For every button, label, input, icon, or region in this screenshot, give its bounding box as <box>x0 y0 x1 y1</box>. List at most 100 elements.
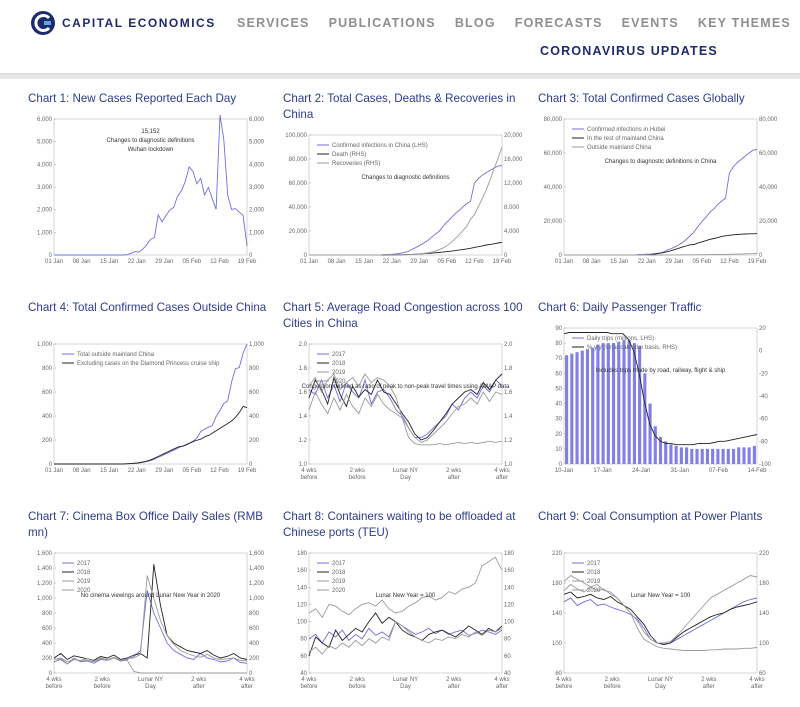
x-tick-label: before <box>300 684 318 690</box>
nav-blog[interactable]: BLOG <box>454 16 496 30</box>
chart-annotation: Lunar New Year = 100 <box>376 593 436 599</box>
y-tick-label-left: 0 <box>49 462 53 468</box>
y-tick-label-left: 100 <box>297 620 308 626</box>
x-tick-label: 4 wks <box>749 677 764 683</box>
bar <box>731 448 736 464</box>
chart-plot: 0 200 400 600 800 1,000 1,200 1,400 1,600 0 200 400… <box>28 547 273 699</box>
y-tick-label-left: 70 <box>555 356 562 362</box>
x-tick-label: 14-Feb <box>747 468 767 474</box>
nav-key-themes[interactable]: KEY THEMES <box>697 16 791 30</box>
x-tick-label: 19 Feb <box>238 468 257 474</box>
bar <box>617 341 621 464</box>
legend-label: 2019 <box>332 579 346 585</box>
x-tick-label: before <box>300 475 318 481</box>
series-line <box>54 114 248 256</box>
y-tick-label-left: 100,000 <box>285 133 307 139</box>
y-tick-label-left: 140 <box>297 585 308 591</box>
nav-coronavirus-updates[interactable]: CORONAVIRUS UPDATES <box>540 44 718 58</box>
x-tick-label: before <box>94 684 112 690</box>
x-tick-label: after <box>703 684 715 690</box>
x-tick-label: 08 Jan <box>583 259 601 265</box>
bar <box>606 343 610 464</box>
y-tick-label-left: 800 <box>42 611 53 617</box>
y-tick-label-left: 1,200 <box>37 581 53 587</box>
y-tick-label-right: 800 <box>249 366 260 372</box>
bar <box>596 344 600 464</box>
y-tick-label-left: 0 <box>559 462 563 468</box>
x-tick-label: 4 wks <box>494 468 509 474</box>
chart-annotation: Changes to diagnostic definitions in Chi… <box>605 159 717 165</box>
series-line <box>563 574 758 651</box>
y-tick-label-right: 20 <box>759 326 766 332</box>
bar <box>700 448 704 464</box>
chart-plot: 60 100 140 180 220 60 100 140 180 220 4 wks before 2… <box>538 547 783 699</box>
series-line <box>564 252 758 256</box>
y-tick-label-left: 1,000 <box>37 230 53 236</box>
y-tick-label-left: 1.6 <box>299 390 308 396</box>
y-tick-label-right: 40,000 <box>759 185 778 191</box>
legend-label: 2017 <box>587 561 601 567</box>
y-tick-label-left: 40 <box>555 402 562 408</box>
bar <box>737 447 741 464</box>
chart-svg: 1.0 1.2 1.4 1.6 1.8 2.0 1.0 1.2 1.4 1.6 1.8 2.0 4 wk… <box>299 342 513 481</box>
x-tick-label: 10-Jan <box>555 468 573 474</box>
x-tick-label: Day <box>400 684 411 690</box>
chart-card-2: Chart 2: Total Cases, Deaths & Recoverie… <box>283 91 528 286</box>
chart-title: Chart 1: New Cases Reported Each Day <box>28 92 237 105</box>
x-tick-label: 05 Feb <box>438 259 457 265</box>
y-tick-label-left: 0 <box>559 253 563 259</box>
y-tick-label-right: 1.6 <box>504 390 513 396</box>
logo-c-icon <box>30 10 56 36</box>
y-tick-label-right: 0 <box>249 253 253 259</box>
chart-title: Chart 2: Total Cases, Deaths & Recoverie… <box>283 92 516 121</box>
x-tick-label: 05 Feb <box>183 468 202 474</box>
x-tick-label: after <box>241 684 253 690</box>
y-tick-label-left: 100 <box>552 641 563 647</box>
bar <box>690 448 694 464</box>
y-tick-label-left: 400 <box>42 414 53 420</box>
y-tick-label-left: 0 <box>49 253 53 259</box>
chart-plot: 0 20,000 40,000 60,000 80,000 0 20,000 40,000 60… <box>538 113 783 281</box>
nav-events[interactable]: EVENTS <box>621 16 679 30</box>
chart-title: Chart 4: Total Confirmed Cases Outside C… <box>28 301 267 314</box>
legend-label: 2020 <box>332 588 346 594</box>
series-line <box>563 597 758 645</box>
y-tick-label-right: 2,000 <box>249 208 265 214</box>
y-tick-label-left: 40 <box>300 671 307 677</box>
chart-plot: 0 1,000 2,000 3,000 4,000 5,000 6,000 0 1,000 2,0… <box>28 113 273 281</box>
brand-logo[interactable]: CAPITAL ECONOMICS <box>30 10 216 36</box>
bar <box>721 448 725 464</box>
legend-label: 2018 <box>332 570 346 576</box>
series-line <box>308 556 503 619</box>
bar <box>726 448 730 464</box>
chart-svg: 0 200 400 600 800 1,000 1,200 1,400 1,600 0 200 400… <box>37 551 265 690</box>
bar <box>643 373 647 464</box>
y-tick-label-right: 8,000 <box>504 205 520 211</box>
chart-title: Chart 3: Total Confirmed Cases Globally <box>538 92 745 105</box>
legend-label: Recoveries (RHS) <box>332 161 380 167</box>
series-line <box>308 620 503 655</box>
y-tick-label-right: 200 <box>249 438 260 444</box>
y-tick-label-right: 2.0 <box>504 342 513 348</box>
chart-title: Chart 8: Containers waiting to be offloa… <box>283 510 516 539</box>
chart-title: Chart 5: Average Road Congestion across … <box>283 301 523 330</box>
y-tick-label-right: 160 <box>504 568 515 574</box>
nav-services[interactable]: SERVICES <box>237 16 310 30</box>
bar <box>601 343 605 464</box>
x-tick-label: 29 Jan <box>155 259 173 265</box>
nav-forecasts[interactable]: FORECASTS <box>514 16 603 30</box>
y-tick-label-left: 600 <box>42 390 53 396</box>
bar <box>591 347 595 464</box>
y-tick-label-right: 1,600 <box>249 551 265 557</box>
y-tick-label-left: 5,000 <box>37 140 53 146</box>
series-line <box>564 149 758 256</box>
chart-title: Chart 6: Daily Passenger Traffic <box>538 301 702 314</box>
x-tick-label: 01 Jan <box>45 259 63 265</box>
y-tick-label-left: 40,000 <box>289 205 308 211</box>
legend-label: Total outside mainland China <box>77 352 155 358</box>
chart-title: Chart 7: Cinema Box Office Daily Sales (… <box>28 510 263 539</box>
bar <box>674 445 678 464</box>
chart-card-9: Chart 9: Coal Consumption at Power Plant… <box>538 509 783 704</box>
nav-publications[interactable]: PUBLICATIONS <box>328 16 436 30</box>
plot-area <box>53 343 248 465</box>
